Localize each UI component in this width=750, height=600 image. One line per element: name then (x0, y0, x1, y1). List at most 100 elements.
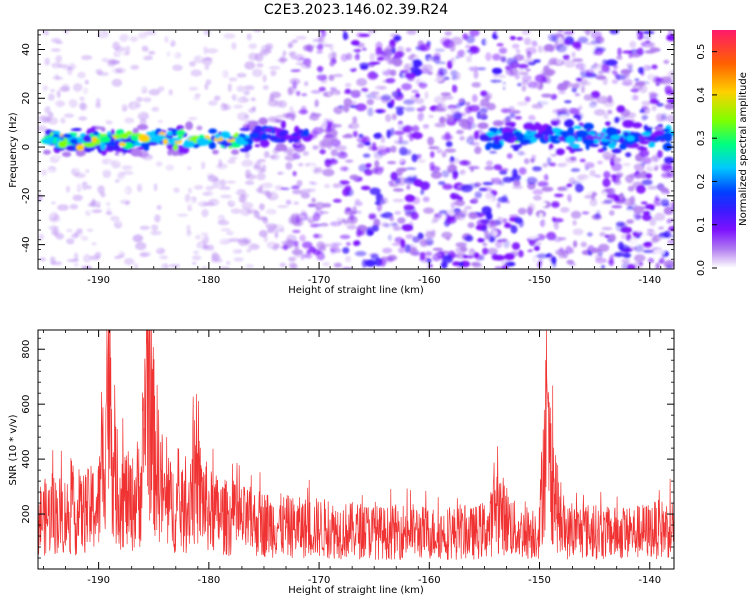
heat-cell (445, 141, 453, 148)
heat-cell (67, 30, 79, 40)
heat-cell (509, 214, 519, 218)
heat-cell (214, 207, 219, 216)
heat-cell (70, 138, 78, 145)
heat-cell (75, 144, 85, 151)
heat-cell (244, 221, 253, 225)
heat-cell (392, 198, 405, 203)
heat-cell (38, 155, 46, 160)
heat-cell (410, 66, 420, 75)
heat-cell (606, 126, 618, 135)
heat-cell (604, 156, 612, 161)
heat-cell (401, 83, 412, 91)
heat-cell (220, 106, 225, 113)
heat-cell (656, 130, 662, 136)
heat-cell (231, 42, 237, 50)
heat-cell (330, 247, 342, 254)
heat-cell (482, 187, 493, 193)
heat-cell (115, 102, 127, 109)
heat-cell (373, 154, 383, 160)
heat-cell (157, 183, 164, 192)
heat-cell (639, 261, 644, 266)
heat-cell (530, 240, 542, 247)
heat-cell (482, 247, 489, 255)
heat-cell (252, 167, 260, 174)
heat-cell (210, 162, 218, 167)
heat-cell (329, 61, 335, 67)
heat-cell (611, 70, 618, 75)
heat-cell (385, 257, 394, 263)
heat-cell (572, 58, 584, 62)
heat-cell (318, 225, 329, 230)
heat-cell (647, 257, 655, 264)
heat-cell (186, 85, 191, 90)
heat-cell (222, 72, 227, 80)
heat-cell (527, 249, 534, 253)
snr-ticks: -190 -180 -170 -160 -150 -140 800 600 400 200 (21, 330, 674, 586)
heat-cell (666, 37, 674, 41)
heat-cell (139, 178, 145, 187)
heat-cell (90, 42, 98, 52)
heat-cell (291, 53, 300, 62)
heat-cell (302, 94, 311, 102)
heat-cell (666, 219, 672, 224)
heat-cell (663, 156, 674, 164)
heat-cell (311, 249, 322, 255)
heat-cell (46, 232, 52, 241)
heat-cell (41, 194, 47, 201)
heat-cell (91, 94, 103, 98)
heat-cell (143, 174, 152, 181)
heat-cell (411, 187, 420, 195)
heat-cell (87, 47, 93, 53)
heat-cell (440, 261, 448, 269)
heat-cell (615, 74, 627, 80)
heat-cell (87, 207, 94, 214)
heat-cell (281, 241, 293, 245)
heat-cell (213, 62, 220, 69)
heat-cell (635, 234, 642, 239)
heat-cell (164, 162, 176, 171)
heat-cell (563, 202, 568, 206)
heat-cell (650, 237, 660, 244)
heat-cell (559, 107, 569, 114)
heat-cell (567, 194, 572, 203)
heat-cell (514, 132, 523, 139)
heat-cell (496, 202, 501, 209)
heat-cell (629, 102, 637, 107)
heat-cell (607, 109, 613, 115)
heat-cell (292, 189, 303, 195)
heat-cell (71, 265, 77, 269)
heat-cell (324, 159, 336, 163)
heat-cell (501, 259, 509, 267)
heat-cell (410, 211, 419, 220)
heat-cell (248, 108, 256, 114)
heat-cell (209, 41, 218, 45)
heat-cell (125, 93, 135, 102)
heat-cell (456, 72, 461, 80)
heat-cell (454, 150, 463, 160)
heat-cell (51, 261, 63, 266)
heat-cell (572, 228, 584, 236)
heat-cell (611, 205, 623, 209)
heat-cell (94, 251, 102, 259)
heat-cell (419, 189, 425, 195)
heat-cell (316, 49, 323, 55)
x-tick-label: -150 (528, 275, 551, 286)
heat-cell (154, 242, 165, 247)
colorbar-tick-label: 0.4 (696, 87, 707, 103)
heat-cell (579, 68, 587, 73)
heat-cell (195, 234, 202, 240)
heat-cell (104, 165, 109, 171)
heat-cell (300, 219, 306, 227)
x-tick-label: -170 (308, 575, 331, 586)
colorbar-tick-label: 0.2 (696, 174, 707, 190)
heat-cell (315, 106, 327, 114)
heat-cell (475, 254, 482, 262)
heat-cell (139, 252, 149, 258)
heat-cell (111, 78, 123, 87)
heat-cell (417, 159, 426, 164)
heat-cell (527, 81, 538, 89)
heat-cell (454, 188, 459, 196)
heat-cell (348, 141, 354, 148)
heat-cell (277, 205, 289, 209)
heat-cell (374, 167, 384, 175)
